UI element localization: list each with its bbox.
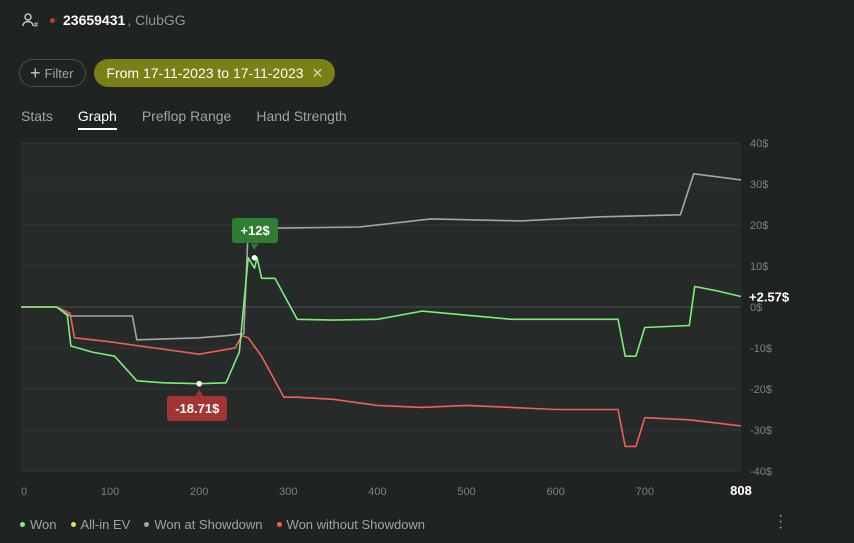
add-filter-button[interactable]: + Filter — [19, 59, 87, 87]
date-range-chip[interactable]: From 17-11-2023 to 17-11-2023 ✕ — [94, 59, 336, 87]
y-tick-label: 30$ — [750, 179, 768, 191]
tab-bar: Stats Graph Preflop Range Hand Strength — [21, 108, 347, 130]
filter-label: Filter — [44, 65, 74, 81]
y-tick-label: 10$ — [750, 261, 768, 273]
y-tick-label: -20$ — [750, 384, 772, 396]
chart-svg[interactable]: 40$ 30$ 20$ 10$ 0$ -10$ -20$ -30$ -40$ 0 100 200 300… — [0, 135, 854, 515]
plus-icon: + — [30, 63, 41, 83]
series-line-won-without-showdown — [21, 306, 742, 448]
x-tick-label: 700 — [636, 486, 654, 498]
tab-hand-strength[interactable]: Hand Strength — [256, 108, 347, 124]
legend-dot — [276, 522, 282, 527]
end-value-label: +2.57$ — [749, 289, 790, 304]
tab-preflop-range[interactable]: Preflop Range — [141, 108, 232, 124]
max-callout-pointer — [250, 243, 259, 250]
x-tick-label: 400 — [368, 486, 386, 498]
x-end-label: 808 — [730, 483, 752, 498]
x-tick-label: 300 — [279, 486, 297, 498]
legend-item-won[interactable]: Won — [20, 517, 57, 532]
date-range-label: From 17-11-2023 to 17-11-2023 — [106, 65, 304, 81]
y-tick-label: 0$ — [750, 302, 762, 314]
x-tick-label: 500 — [457, 486, 475, 498]
series-line-won — [21, 257, 742, 385]
min-callout-pointer — [195, 389, 204, 396]
y-tick-label: -30$ — [750, 425, 772, 437]
tab-stats[interactable]: Stats — [21, 108, 53, 124]
status-dot — [50, 17, 55, 23]
min-point-marker — [196, 380, 203, 387]
min-value-callout: -18.71$ — [167, 395, 228, 421]
x-tick-label: 0 — [21, 486, 27, 498]
legend: Won All-in EV Won at Showdown Won withou… — [20, 517, 425, 532]
legend-label: All-in EV — [80, 517, 131, 532]
max-value-callout: +12$ — [232, 217, 278, 243]
player-id: 23659431 — [63, 12, 126, 28]
y-tick-label: 40$ — [750, 138, 768, 150]
legend-label: Won without Showdown — [286, 517, 426, 532]
x-tick-label: 100 — [101, 486, 119, 498]
club-name: , ClubGG — [127, 12, 186, 28]
legend-dot — [20, 522, 25, 527]
header: # 23659431 , ClubGG — [22, 12, 186, 28]
user-icon[interactable]: # — [22, 12, 38, 28]
x-tick-label: 200 — [190, 486, 208, 498]
close-icon[interactable]: ✕ — [311, 64, 324, 81]
legend-label: Won at Showdown — [154, 517, 263, 532]
svg-text:#: # — [33, 21, 38, 28]
legend-dot — [144, 522, 150, 527]
max-point-marker — [251, 255, 258, 261]
more-options-icon[interactable]: · · · — [778, 507, 784, 536]
y-tick-label: -10$ — [750, 343, 772, 355]
legend-label: Won — [30, 517, 57, 532]
x-tick-label: 600 — [546, 486, 564, 498]
profit-graph[interactable]: 40$ 30$ 20$ 10$ 0$ -10$ -20$ -30$ -40$ 0 100 200 300… — [0, 135, 854, 515]
legend-item-allin-ev[interactable]: All-in EV — [70, 517, 131, 532]
legend-item-won-at-showdown[interactable]: Won at Showdown — [144, 517, 263, 532]
y-tick-label: 20$ — [750, 220, 768, 232]
legend-dot — [70, 522, 76, 527]
tab-graph[interactable]: Graph — [77, 108, 117, 130]
legend-item-won-without-showdown[interactable]: Won without Showdown — [276, 517, 426, 532]
filter-bar: + Filter From 17-11-2023 to 17-11-2023 ✕ — [19, 59, 336, 87]
y-tick-label: -40$ — [750, 466, 772, 478]
